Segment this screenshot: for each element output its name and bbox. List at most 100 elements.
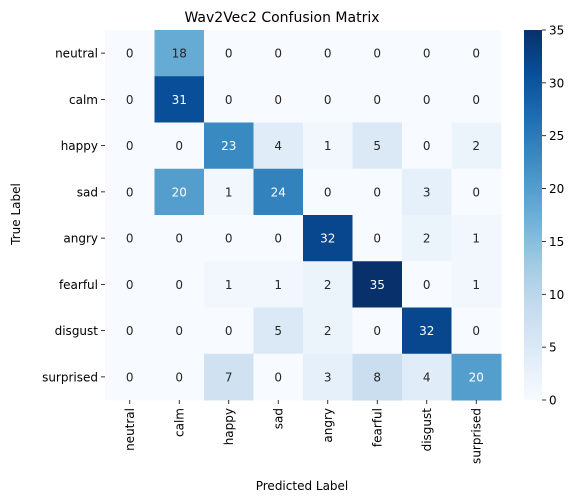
- heatmap-cell: [352, 76, 403, 123]
- cell-value-label: 2: [423, 232, 431, 246]
- heatmap-cell: [451, 215, 502, 262]
- cell-value-label: 0: [423, 278, 431, 292]
- heatmap-cell: [352, 261, 403, 308]
- heatmap-cell: [303, 215, 353, 262]
- heatmap-cell: [303, 307, 353, 355]
- x-tick-label: neutral: [123, 408, 137, 451]
- cell-value-label: 8: [373, 370, 381, 384]
- cell-value-label: 18: [172, 47, 187, 61]
- cell-value-label: 32: [320, 232, 335, 246]
- heatmap-cell: [253, 353, 304, 401]
- cell-value-label: 0: [225, 93, 233, 107]
- cell-value-label: 0: [472, 324, 480, 338]
- heatmap-cell: [253, 168, 304, 216]
- heatmap-cell: [402, 76, 452, 123]
- heatmap-cell: [253, 307, 304, 355]
- heatmap-cell: [253, 76, 304, 123]
- heatmap-cell: [253, 215, 304, 262]
- colorbar-gradient: [524, 30, 542, 400]
- heatmap-cell: [105, 261, 155, 308]
- x-tick-label: angry: [321, 408, 335, 443]
- cell-value-label: 20: [172, 185, 187, 199]
- heatmap-cell: [303, 353, 353, 401]
- heatmap-cell: [451, 168, 502, 216]
- cell-value-label: 0: [373, 93, 381, 107]
- heatmap-cell: [204, 76, 254, 123]
- heatmap-cell: [402, 30, 452, 77]
- colorbar-tick-label: 30: [549, 76, 564, 90]
- heatmap-cell: [204, 30, 254, 77]
- colorbar-tick-label: 5: [549, 341, 557, 355]
- y-tick-label: angry: [63, 232, 98, 246]
- cell-value-label: 0: [274, 47, 282, 61]
- cell-value-label: 2: [324, 324, 332, 338]
- cell-value-label: 0: [472, 47, 480, 61]
- cell-value-label: 0: [225, 232, 233, 246]
- x-tick-label: disgust: [420, 408, 434, 452]
- x-axis-ticks: neutral calm happy sad angry fearful disgust su…: [123, 400, 483, 464]
- heatmap-cell: [253, 30, 304, 77]
- cell-value-label: 0: [126, 370, 134, 384]
- cell-value-label: 3: [423, 185, 431, 199]
- heatmap-cell: [451, 30, 502, 77]
- heatmap-cell: [105, 168, 155, 216]
- heatmap-cell: [352, 30, 403, 77]
- colorbar-tick-label: 10: [549, 288, 564, 302]
- heatmap-cell: [352, 215, 403, 262]
- cell-value-label: 3: [324, 370, 332, 384]
- heatmap-cell: [204, 168, 254, 216]
- heatmap-cell: [402, 215, 452, 262]
- cell-value-label: 0: [472, 93, 480, 107]
- cell-value-label: 0: [126, 185, 134, 199]
- cell-value-label: 0: [373, 185, 381, 199]
- heatmap-cell: [154, 122, 205, 170]
- x-tick-label: sad: [271, 408, 285, 429]
- cell-value-label: 2: [324, 278, 332, 292]
- cell-value-label: 0: [175, 324, 183, 338]
- heatmap-cell: [105, 215, 155, 262]
- heatmap-cell: [154, 215, 205, 262]
- cell-value-label: 1: [472, 278, 480, 292]
- cell-value-label: 0: [126, 93, 134, 107]
- cell-value-label: 0: [373, 232, 381, 246]
- colorbar-tick-label: 0: [549, 394, 557, 408]
- heatmap-cell: [154, 261, 205, 308]
- cell-value-label: 1: [225, 278, 233, 292]
- heatmap-cell: [402, 353, 452, 401]
- cell-value-label: 24: [271, 185, 286, 199]
- heatmap-cell: [303, 261, 353, 308]
- chart-title: Wav2Vec2 Confusion Matrix: [184, 10, 379, 26]
- heatmap-cell: [204, 261, 254, 308]
- y-axis-label: True Label: [9, 183, 23, 246]
- heatmap-cell: [105, 76, 155, 123]
- heatmap-cell: [303, 30, 353, 77]
- heatmap-cell: [154, 76, 205, 123]
- cell-value-label: 35: [370, 278, 385, 292]
- cell-value-label: 0: [126, 232, 134, 246]
- cell-value-label: 0: [126, 278, 134, 292]
- heatmap-cell: [402, 122, 452, 170]
- heatmap-cell: [352, 353, 403, 401]
- heatmap-cell: [451, 307, 502, 355]
- y-tick-label: surprised: [42, 370, 98, 384]
- x-tick-label: calm: [172, 408, 186, 437]
- cell-value-label: 1: [274, 278, 282, 292]
- cell-value-label: 5: [274, 324, 282, 338]
- colorbar-tick-label: 35: [549, 24, 564, 38]
- heatmap-cell: [154, 307, 205, 355]
- cell-value-label: 0: [175, 278, 183, 292]
- cell-value-label: 0: [423, 93, 431, 107]
- y-tick-label: sad: [77, 185, 98, 199]
- colorbar-tick-label: 25: [549, 129, 564, 143]
- x-tick-label: happy: [222, 408, 236, 445]
- cell-value-label: 0: [423, 139, 431, 153]
- heatmap-cell: [451, 353, 502, 401]
- cell-value-label: 0: [472, 185, 480, 199]
- x-tick-label: fearful: [370, 408, 384, 447]
- cell-value-label: 0: [274, 370, 282, 384]
- heatmap-cell: [204, 353, 254, 401]
- heatmap-cell: [352, 307, 403, 355]
- y-tick-label: fearful: [59, 278, 98, 292]
- cell-value-label: 7: [225, 370, 233, 384]
